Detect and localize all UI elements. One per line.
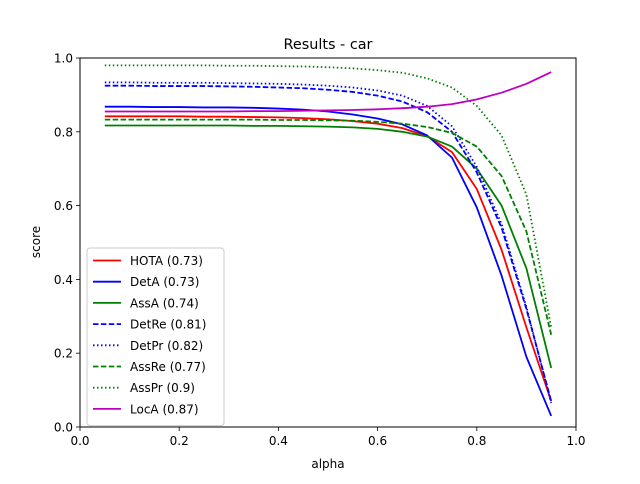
- x-tick-label: 0.0: [70, 434, 89, 448]
- legend-box: [86, 247, 225, 427]
- x-tick-label: 0.2: [170, 434, 189, 448]
- legend-entry-label: LocA (0.87): [130, 402, 199, 416]
- y-tick-label: 0.2: [54, 347, 73, 361]
- series-lines: [104, 64, 553, 417]
- y-tick-label: 0.0: [54, 421, 73, 435]
- series-line-1: [104, 105, 553, 417]
- series-line-7: [104, 71, 552, 113]
- legend-entry-label: AssRe (0.77): [130, 360, 206, 374]
- x-tick-label: 0.8: [467, 434, 486, 448]
- axis-ticks: 0.0 0.2 0.4 0.6 0.8 1.0 0.0 0.2 0.4 0.6 0.8 1.0: [54, 52, 586, 449]
- plot-frame: [79, 57, 577, 428]
- series-line-2: [104, 124, 553, 369]
- legend-entry-label: AssA (0.74): [130, 296, 199, 310]
- series-line-5: [104, 118, 553, 335]
- y-tick-label: 0.6: [54, 199, 73, 213]
- y-tick-label: 1.0: [54, 52, 73, 66]
- series-line-6: [104, 64, 553, 328]
- y-tick-label: 0.8: [54, 125, 73, 139]
- legend: HOTA (0.73) DetA (0.73) AssA (0.74) DetRe (…: [86, 247, 225, 427]
- x-tick-label: 1.0: [566, 434, 585, 448]
- legend-entry-label: DetPr (0.82): [130, 339, 203, 353]
- series-line-3: [104, 84, 553, 402]
- legend-entry-label: DetRe (0.81): [130, 318, 206, 332]
- legend-entry-label: DetA (0.73): [130, 275, 199, 289]
- x-tick-label: 0.6: [368, 434, 387, 448]
- y-tick-label: 0.4: [54, 273, 73, 287]
- series-line-4: [104, 81, 553, 404]
- legend-entry-label: HOTA (0.73): [130, 254, 203, 268]
- x-axis-label: alpha: [311, 457, 344, 471]
- legend-entry-label: AssPr (0.9): [130, 381, 195, 395]
- x-tick-label: 0.4: [269, 434, 288, 448]
- chart-title: Results - car: [284, 37, 373, 53]
- series-line-0: [104, 115, 553, 402]
- y-axis-label: score: [29, 226, 43, 258]
